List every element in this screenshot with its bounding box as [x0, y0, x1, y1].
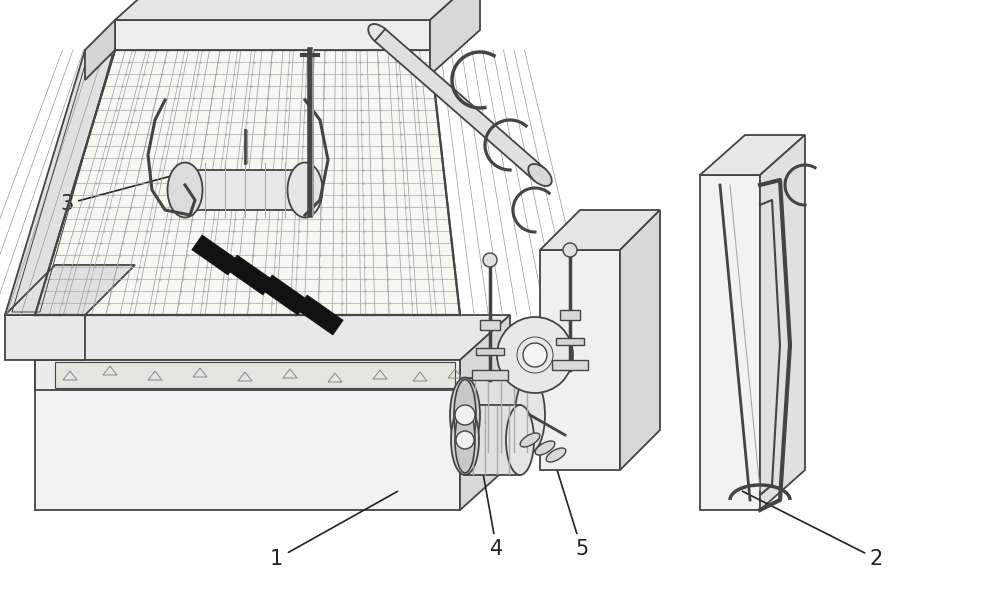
Ellipse shape: [454, 380, 476, 450]
Ellipse shape: [368, 24, 392, 46]
Polygon shape: [375, 29, 545, 181]
Circle shape: [483, 253, 497, 267]
Polygon shape: [465, 378, 530, 452]
Polygon shape: [430, 0, 480, 75]
Polygon shape: [472, 370, 508, 380]
Polygon shape: [540, 210, 660, 250]
Polygon shape: [35, 315, 510, 360]
Polygon shape: [262, 275, 308, 315]
Ellipse shape: [451, 405, 479, 475]
Ellipse shape: [528, 164, 552, 186]
Polygon shape: [55, 362, 455, 388]
Ellipse shape: [546, 448, 566, 462]
Polygon shape: [476, 348, 504, 355]
Polygon shape: [5, 265, 135, 315]
Polygon shape: [185, 170, 305, 210]
Polygon shape: [85, 20, 115, 80]
Circle shape: [497, 317, 573, 393]
Polygon shape: [5, 50, 115, 315]
Polygon shape: [556, 338, 584, 345]
Polygon shape: [192, 235, 238, 275]
Polygon shape: [35, 360, 460, 510]
Circle shape: [456, 431, 474, 449]
Circle shape: [455, 405, 475, 425]
Text: 3: 3: [60, 176, 172, 214]
Polygon shape: [620, 210, 660, 470]
Polygon shape: [760, 135, 805, 510]
Polygon shape: [35, 360, 460, 390]
Polygon shape: [700, 135, 805, 175]
Ellipse shape: [288, 162, 323, 218]
Polygon shape: [5, 315, 85, 360]
Ellipse shape: [515, 377, 545, 453]
Ellipse shape: [450, 377, 480, 453]
Ellipse shape: [535, 441, 555, 455]
Polygon shape: [115, 0, 480, 20]
Polygon shape: [115, 20, 430, 50]
Polygon shape: [460, 315, 510, 510]
Ellipse shape: [455, 407, 475, 473]
Polygon shape: [465, 405, 520, 475]
Polygon shape: [35, 50, 460, 315]
Polygon shape: [480, 320, 500, 330]
Circle shape: [523, 343, 547, 367]
Circle shape: [563, 243, 577, 257]
Text: 1: 1: [270, 491, 398, 569]
Text: 4: 4: [478, 447, 503, 559]
Polygon shape: [560, 310, 580, 320]
Text: 5: 5: [541, 418, 588, 559]
Polygon shape: [552, 360, 588, 370]
Polygon shape: [540, 250, 620, 470]
Text: 2: 2: [742, 491, 883, 569]
Ellipse shape: [520, 433, 540, 447]
Ellipse shape: [506, 405, 534, 475]
Polygon shape: [700, 175, 760, 510]
Polygon shape: [297, 295, 343, 335]
Ellipse shape: [168, 162, 203, 218]
Polygon shape: [227, 255, 273, 295]
